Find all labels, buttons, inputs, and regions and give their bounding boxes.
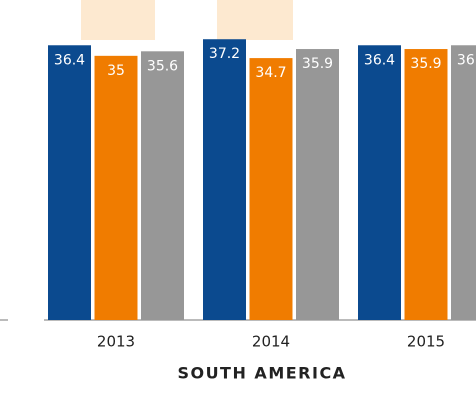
x-tick-label: 2014	[252, 333, 290, 351]
bar	[358, 45, 401, 321]
bar	[296, 49, 339, 321]
highlight-band	[217, 0, 293, 40]
data-label: 35.9	[302, 56, 333, 72]
bar	[141, 51, 184, 321]
bar	[249, 58, 293, 320]
bar	[203, 39, 246, 320]
data-label: 35.9	[410, 56, 441, 72]
data-label: 34.7	[255, 65, 286, 81]
bar	[451, 45, 476, 321]
data-label: 36.4	[364, 52, 395, 68]
chart-title: SOUTH AMERICA	[177, 364, 346, 383]
data-label: 37.2	[209, 46, 240, 62]
bar	[48, 45, 91, 321]
data-label: 35	[107, 63, 125, 79]
data-label: 36.4	[457, 52, 476, 68]
highlight-band	[81, 0, 155, 40]
data-label: 36.4	[54, 52, 85, 68]
x-tick-label: 2015	[407, 333, 445, 351]
x-tick-label: 2013	[97, 333, 135, 351]
bar	[94, 55, 138, 320]
bar	[404, 49, 448, 321]
data-label: 35.6	[147, 58, 178, 74]
